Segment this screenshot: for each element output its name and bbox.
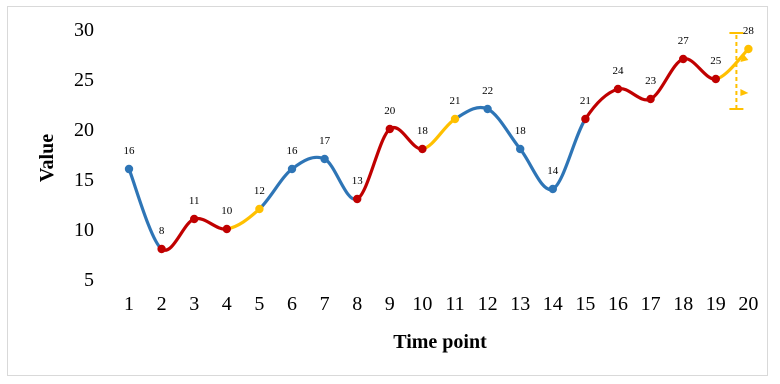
x-tick-label: 14 xyxy=(543,293,563,315)
x-tick-label: 18 xyxy=(673,293,693,315)
data-point xyxy=(679,54,688,64)
data-point xyxy=(646,94,655,104)
data-point xyxy=(287,164,297,174)
series-line-segment xyxy=(551,117,587,191)
y-tick-label: 15 xyxy=(74,169,94,191)
series-line-segment xyxy=(583,57,718,121)
data-point xyxy=(450,114,460,124)
data-point xyxy=(516,144,525,154)
x-tick-label: 20 xyxy=(738,293,758,315)
series-line-segment xyxy=(355,125,424,201)
data-point xyxy=(613,84,623,94)
data-label: 23 xyxy=(645,75,657,87)
data-label: 20 xyxy=(384,105,396,117)
data-label: 11 xyxy=(189,195,200,207)
x-tick-label: 16 xyxy=(608,293,628,315)
data-point xyxy=(581,114,590,124)
data-point xyxy=(418,144,427,154)
x-axis-title: Time point xyxy=(393,331,487,353)
data-point xyxy=(744,44,753,54)
series-line-segment xyxy=(160,216,229,252)
series-line-segment xyxy=(127,167,164,251)
data-label: 21 xyxy=(580,95,591,107)
data-point xyxy=(353,194,362,204)
chart-frame xyxy=(7,6,768,376)
data-label: 8 xyxy=(159,225,165,237)
x-tick-label: 11 xyxy=(445,293,464,315)
x-tick-label: 9 xyxy=(385,293,395,315)
y-tick-label: 30 xyxy=(74,19,94,41)
data-label: 16 xyxy=(124,145,136,157)
x-tick-label: 6 xyxy=(287,293,297,315)
data-label: 16 xyxy=(287,145,299,157)
data-point xyxy=(124,164,134,174)
x-tick-label: 1 xyxy=(124,293,134,315)
data-point xyxy=(222,224,231,234)
x-tick-label: 10 xyxy=(412,293,432,315)
data-label: 27 xyxy=(678,35,690,47)
x-tick-label: 8 xyxy=(352,293,362,315)
data-point xyxy=(320,154,329,164)
data-label: 22 xyxy=(482,85,493,97)
data-label: 14 xyxy=(547,165,559,177)
series-line-segment xyxy=(257,155,359,211)
data-label: 24 xyxy=(613,65,625,77)
data-point xyxy=(711,74,720,84)
data-label: 25 xyxy=(710,55,722,67)
y-tick-label: 20 xyxy=(74,119,94,141)
forecast-arrow-up xyxy=(740,54,749,62)
x-tick-label: 15 xyxy=(575,293,595,315)
y-axis-title: Value xyxy=(36,134,58,182)
x-tick-label: 7 xyxy=(320,293,330,315)
data-point xyxy=(548,184,557,194)
data-point xyxy=(157,244,166,254)
x-tick-label: 3 xyxy=(189,293,199,315)
data-point xyxy=(255,204,264,214)
data-label: 28 xyxy=(743,25,755,37)
x-tick-label: 12 xyxy=(478,293,498,315)
x-tick-label: 19 xyxy=(706,293,726,315)
data-label: 18 xyxy=(417,125,429,137)
x-tick-label: 13 xyxy=(510,293,530,315)
data-label: 12 xyxy=(254,185,265,197)
x-tick-label: 17 xyxy=(641,293,661,315)
y-tick-label: 10 xyxy=(74,219,94,241)
x-tick-label: 2 xyxy=(157,293,167,315)
data-label: 18 xyxy=(515,125,527,137)
y-tick-label: 5 xyxy=(84,269,94,291)
series-line-segment xyxy=(453,105,555,191)
data-label: 13 xyxy=(352,175,364,187)
data-label: 10 xyxy=(221,205,233,217)
data-label: 17 xyxy=(319,135,331,147)
forecast-arrow-down xyxy=(740,89,749,96)
x-tick-label: 4 xyxy=(222,293,232,315)
y-tick-label: 25 xyxy=(74,69,94,91)
x-tick-label: 5 xyxy=(254,293,264,315)
data-point xyxy=(385,124,394,134)
data-point xyxy=(483,104,492,114)
data-point xyxy=(190,214,199,224)
data-label: 21 xyxy=(450,95,461,107)
